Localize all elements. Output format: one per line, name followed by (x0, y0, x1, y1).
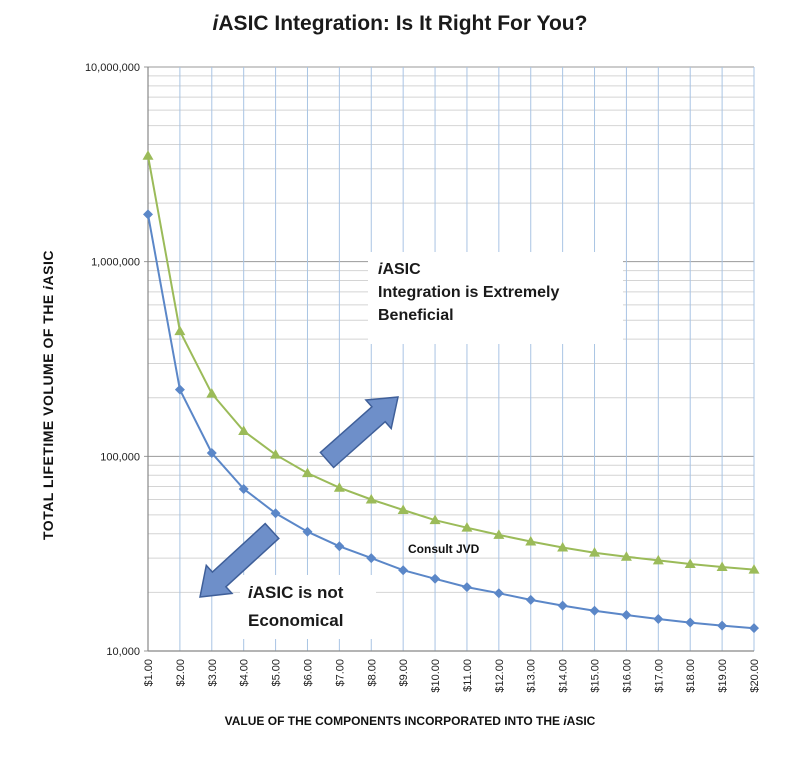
page-title: iASIC Integration: Is It Right For You? (0, 12, 800, 36)
data-point (589, 547, 601, 557)
data-point (717, 620, 728, 631)
x-tick-label: $20.00 (749, 659, 761, 693)
annotation-not-economical: iASIC is not Economical (240, 575, 376, 639)
data-point (525, 536, 537, 546)
y-axis-label: TOTAL LIFETIME VOLUME OF THE iASIC (40, 250, 56, 540)
axes (147, 67, 754, 652)
annotation-beneficial-line3: Beneficial (378, 307, 454, 324)
x-tick-label: $1.00 (143, 659, 155, 687)
data-point (652, 554, 664, 565)
data-point (557, 600, 568, 611)
annotation-beneficial: iASIC Integration is Extremely Beneficia… (368, 252, 623, 344)
data-point (429, 514, 441, 525)
arrow-down-left (199, 522, 280, 598)
data-point (716, 561, 728, 572)
data-point (749, 623, 759, 634)
data-point (366, 553, 377, 564)
x-tick-label: $14.00 (558, 659, 570, 693)
y-tick-label: 10,000 (106, 646, 140, 658)
data-point (333, 482, 345, 492)
series-line-2 (147, 155, 755, 571)
annotation-beneficial-line2: Integration is Extremely (378, 284, 560, 301)
series-group (142, 150, 760, 634)
data-point (620, 551, 632, 561)
data-point (270, 508, 281, 519)
data-point (142, 150, 154, 160)
data-point (206, 388, 218, 398)
data-point (621, 610, 632, 621)
data-point (461, 522, 473, 532)
data-point (238, 425, 250, 435)
data-point (525, 594, 536, 605)
data-point (206, 448, 217, 459)
title-italic: i (212, 12, 219, 35)
data-point (365, 494, 377, 504)
data-point (397, 504, 409, 515)
x-tick-label: $15.00 (590, 659, 602, 693)
annotation-consult: Consult JVD (408, 542, 480, 556)
data-point (301, 467, 313, 478)
annotation-not-economical-line1: ASIC is not (252, 583, 344, 602)
x-tick-label: $17.00 (653, 659, 665, 693)
data-point (685, 617, 696, 628)
data-point (461, 582, 472, 593)
data-point (748, 564, 760, 574)
annotation-not-economical-italic: i (248, 583, 253, 602)
data-point (398, 565, 409, 576)
x-tick-label: $18.00 (685, 659, 697, 693)
annotation-not-economical-line2: Economical (248, 611, 344, 630)
data-point (430, 573, 441, 584)
data-point (302, 526, 313, 537)
data-point (493, 588, 504, 599)
x-tick-label: $19.00 (717, 659, 729, 693)
data-point (493, 529, 505, 539)
x-tick-label: $13.00 (526, 659, 538, 693)
y-tick-label: 1,000,000 (91, 257, 140, 269)
series-line-1 (147, 214, 755, 630)
x-axis-label-text: VALUE OF THE COMPONENTS INCORPORATED INT… (224, 714, 596, 728)
x-tick-label: $4.00 (239, 659, 251, 687)
data-point (238, 483, 249, 494)
y-tick-labels: 10,000 100,000 1,000,000 10,000,000 (85, 62, 140, 658)
x-tick-label: $12.00 (494, 659, 506, 693)
x-tick-label: $6.00 (302, 659, 314, 687)
y-tick-label: 100,000 (100, 451, 140, 463)
x-tick-label: $5.00 (271, 659, 283, 687)
data-point (589, 605, 600, 616)
data-point (270, 449, 282, 459)
x-axis-label: VALUE OF THE COMPONENTS INCORPORATED INT… (100, 714, 720, 728)
x-tick-label: $2.00 (175, 659, 187, 687)
y-tick-label: 10,000,000 (85, 62, 140, 74)
data-point (653, 614, 664, 625)
data-point (174, 325, 186, 336)
arrow-up-right (319, 396, 399, 469)
data-point (684, 558, 696, 568)
y-axis-label-text: TOTAL LIFETIME VOLUME OF THE iASIC (40, 249, 56, 540)
x-tick-label: $8.00 (366, 659, 378, 687)
x-tick-label: $10.00 (430, 659, 442, 693)
x-tick-label: $11.00 (462, 659, 474, 692)
x-tick-label: $16.00 (621, 659, 633, 693)
annotation-beneficial-line1: ASIC (382, 261, 421, 278)
data-point (174, 384, 185, 395)
title-rest: ASIC Integration: Is It Right For You? (218, 12, 588, 35)
x-tick-labels: $1.00 $2.00 $3.00 $4.00 $5.00 $6.00 $7.00 $8.00… (143, 659, 761, 693)
annotation-beneficial-italic: i (378, 261, 383, 278)
arrows (199, 396, 399, 598)
data-point (557, 542, 569, 552)
x-tick-label: $7.00 (334, 659, 346, 687)
x-tick-label: $3.00 (207, 659, 219, 687)
data-point (143, 209, 153, 220)
x-tick-label: $9.00 (398, 659, 410, 687)
data-point (334, 541, 345, 552)
